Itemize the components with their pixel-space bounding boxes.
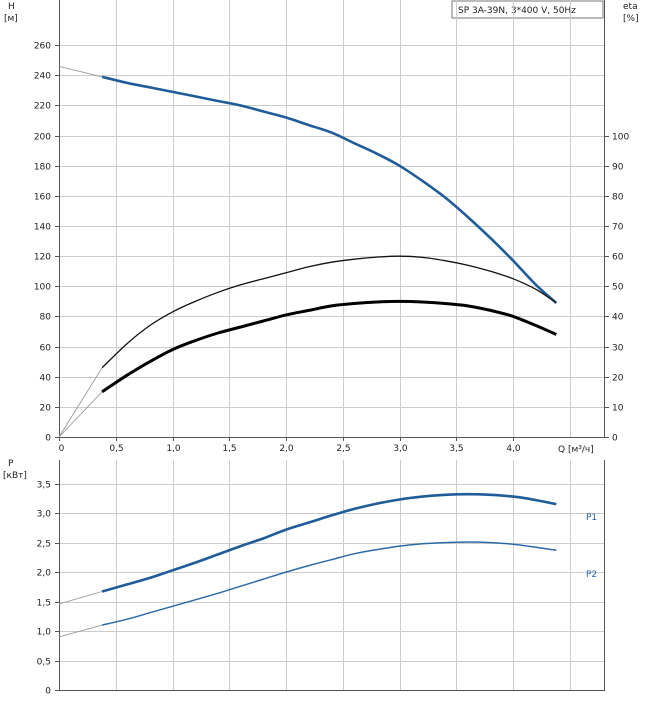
flow-tick-label: 1,0: [166, 444, 181, 454]
head-axis-unit: [м]: [4, 14, 18, 24]
eta-tick-label: 60: [612, 253, 624, 263]
p2-series-label: P2: [586, 570, 597, 580]
flow-tick-label: 3,0: [393, 444, 408, 454]
flow-tick-label: 2,5: [336, 444, 350, 454]
p2-curve: [102, 542, 556, 625]
p1-series-label: P1: [586, 513, 597, 523]
eta-tick-label: 10: [612, 404, 624, 414]
head-tick-label: 40: [40, 374, 52, 384]
head-curve: [102, 77, 556, 303]
eta-tick-label: 20: [612, 374, 624, 384]
eta-thick-curve: [102, 301, 556, 391]
eta-thin-extension-line: [59, 368, 102, 437]
eta-axis-title: eta: [623, 2, 638, 12]
eta-thick-extension-line: [59, 392, 102, 437]
eta-tick-label: 80: [612, 193, 624, 203]
flow-tick-label: 0,5: [109, 444, 123, 454]
eta-tick-label: 50: [612, 283, 624, 293]
power-tick-label: 0,5: [37, 658, 51, 668]
power-tick-label: 1,5: [37, 599, 51, 609]
power-tick-label: 2,5: [37, 540, 51, 550]
flow-tick-label: 4,0: [506, 444, 521, 454]
power-axis-title: P: [8, 459, 14, 469]
power-axis-unit: [кВт]: [3, 471, 27, 481]
eta-tick-label: 100: [612, 133, 629, 143]
head-tick-label: 260: [34, 42, 51, 52]
head-tick-label: 0: [45, 434, 51, 444]
power-tick-label: 3,0: [37, 510, 52, 520]
head-tick-label: 180: [34, 163, 51, 173]
flow-tick-label: 1,5: [222, 444, 236, 454]
power-tick-label: 2,0: [37, 569, 52, 579]
head-tick-label: 80: [40, 313, 52, 323]
flow-tick-label: 0: [59, 444, 65, 454]
head-tick-label: 100: [34, 283, 51, 293]
head-tick-label: 200: [34, 133, 51, 143]
flow-tick-label: 2,0: [279, 444, 294, 454]
head-tick-label: 140: [34, 223, 51, 233]
eta-tick-label: 90: [612, 163, 624, 173]
power-tick-label: 3,5: [37, 481, 51, 491]
flow-axis-title: Q [м³/ч]: [558, 445, 594, 455]
eta-axis-unit: [%]: [623, 14, 639, 24]
power-tick-label: 1,0: [37, 628, 52, 638]
eta-tick-label: 40: [612, 313, 624, 323]
head-tick-label: 160: [34, 193, 51, 203]
eta-tick-label: 70: [612, 223, 624, 233]
head-axis-title: H: [8, 2, 15, 12]
head-tick-label: 60: [40, 344, 52, 354]
head-tick-label: 220: [34, 102, 51, 112]
head-tick-label: 120: [34, 253, 51, 263]
flow-tick-label: 3,5: [449, 444, 463, 454]
head-tick-label: 20: [40, 404, 52, 414]
head-tick-label: 240: [34, 72, 51, 82]
eta-tick-label: 0: [612, 434, 618, 444]
model-label: SP 3A-39N, 3*400 V, 50Hz: [458, 6, 576, 16]
power-tick-label: 0: [45, 687, 51, 697]
eta-tick-label: 30: [612, 344, 624, 354]
